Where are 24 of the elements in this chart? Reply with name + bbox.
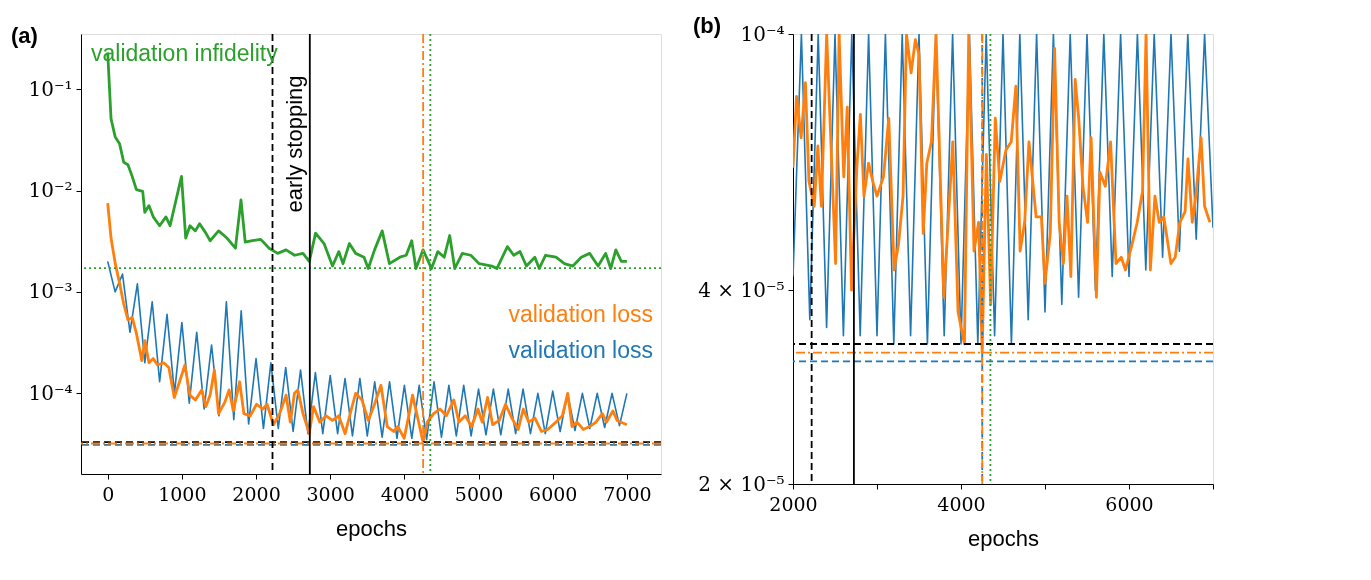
x-tick-label: 6000 — [529, 482, 578, 505]
y-tick-label: 10⁻⁴ — [28, 380, 73, 405]
x-tick-label: 0 — [102, 482, 115, 505]
x-tick-label: 6000 — [1105, 492, 1154, 515]
x-axis-title: epochs — [336, 515, 407, 541]
y-tick-label: 10⁻² — [28, 178, 73, 203]
x-tick-label: 4000 — [380, 482, 430, 505]
x-tick-label: 5000 — [454, 482, 504, 505]
chart-title: (a) — [11, 23, 38, 48]
x-tick-label: 3000 — [306, 482, 355, 505]
chart-title: (b) — [693, 13, 722, 38]
x-tick-label: 1000 — [158, 482, 207, 505]
x-tick-label: 4000 — [937, 492, 986, 515]
x-tick-label: 2000 — [232, 482, 281, 505]
series-label: validation infidelity — [91, 40, 279, 66]
text: validation loss — [508, 300, 653, 327]
y-tick-label: 10⁻⁴ — [740, 21, 785, 46]
y-tick-label: 4 × 10⁻⁵ — [698, 277, 785, 302]
x-tick-label: 7000 — [603, 482, 652, 505]
x-axis-title: epochs — [968, 525, 1039, 551]
y-tick-label: 10⁻³ — [28, 279, 73, 304]
y-tick-label: 10⁻¹ — [28, 76, 73, 101]
ref-line-label: early stopping — [281, 75, 307, 213]
series-label: validation loss — [508, 336, 653, 363]
